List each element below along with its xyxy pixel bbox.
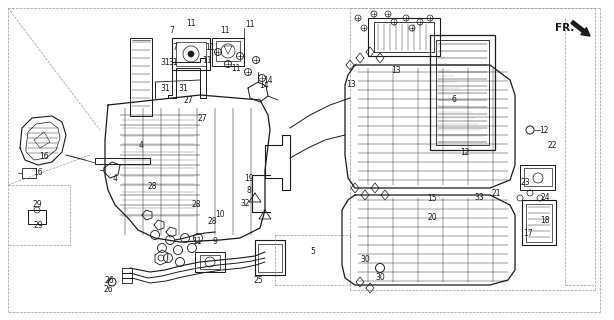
Text: 26: 26 bbox=[103, 285, 113, 294]
Text: 4: 4 bbox=[139, 141, 144, 150]
Text: 14: 14 bbox=[263, 76, 273, 84]
Bar bbox=[122, 278, 132, 283]
Text: 12: 12 bbox=[460, 148, 470, 156]
Text: 28: 28 bbox=[147, 182, 157, 191]
Text: 32: 32 bbox=[241, 199, 251, 208]
Text: 11: 11 bbox=[205, 43, 215, 52]
Bar bbox=[200, 255, 220, 269]
Bar bbox=[258, 244, 282, 272]
Bar bbox=[176, 42, 206, 66]
Text: 8: 8 bbox=[246, 186, 251, 195]
FancyArrow shape bbox=[571, 20, 590, 36]
Text: 19: 19 bbox=[244, 174, 254, 183]
Text: 31: 31 bbox=[160, 58, 170, 67]
Bar bbox=[28, 210, 46, 224]
Bar bbox=[212, 38, 244, 66]
Text: 21: 21 bbox=[491, 189, 501, 198]
Bar bbox=[95, 158, 150, 164]
Text: 30: 30 bbox=[375, 274, 385, 283]
Text: 12: 12 bbox=[539, 125, 549, 134]
Text: 30: 30 bbox=[360, 255, 370, 264]
Bar bbox=[122, 268, 132, 273]
Text: 15: 15 bbox=[427, 194, 437, 203]
Text: 23: 23 bbox=[520, 178, 530, 187]
Bar bbox=[172, 38, 210, 70]
Text: FR.: FR. bbox=[555, 23, 574, 33]
Bar bbox=[255, 240, 285, 275]
Text: 27: 27 bbox=[198, 114, 208, 123]
Bar bbox=[216, 41, 240, 61]
Text: 29: 29 bbox=[32, 200, 42, 209]
Text: 31: 31 bbox=[160, 84, 170, 92]
Text: 25: 25 bbox=[253, 276, 263, 285]
Text: 29: 29 bbox=[33, 220, 43, 229]
Text: 9: 9 bbox=[212, 237, 217, 246]
Bar bbox=[522, 200, 556, 245]
Text: 17: 17 bbox=[523, 229, 533, 238]
Text: 13: 13 bbox=[346, 80, 356, 89]
Bar bbox=[526, 204, 552, 242]
Bar bbox=[368, 18, 440, 56]
Bar bbox=[195, 252, 225, 272]
Text: 11: 11 bbox=[220, 26, 230, 35]
Bar bbox=[520, 165, 555, 190]
Text: 13: 13 bbox=[391, 66, 401, 75]
Bar bbox=[430, 35, 495, 150]
Text: 22: 22 bbox=[548, 141, 558, 150]
Text: 20: 20 bbox=[427, 213, 437, 222]
Text: 18: 18 bbox=[540, 216, 550, 225]
Bar bbox=[436, 40, 489, 145]
Text: 28: 28 bbox=[207, 217, 217, 226]
Bar bbox=[524, 168, 552, 186]
Text: 27: 27 bbox=[183, 95, 193, 105]
Text: 11: 11 bbox=[192, 237, 201, 246]
Bar bbox=[374, 22, 434, 52]
Circle shape bbox=[188, 51, 194, 57]
Text: 31: 31 bbox=[168, 58, 178, 67]
Text: 26: 26 bbox=[104, 276, 114, 285]
Bar bbox=[122, 273, 132, 278]
Text: 11: 11 bbox=[186, 19, 196, 28]
Text: 10: 10 bbox=[215, 210, 225, 219]
Text: 11: 11 bbox=[202, 55, 212, 65]
Text: 14: 14 bbox=[259, 81, 269, 90]
Bar bbox=[130, 38, 152, 116]
Text: 16: 16 bbox=[33, 167, 43, 177]
Text: 7: 7 bbox=[169, 26, 174, 35]
Text: 7: 7 bbox=[173, 43, 177, 52]
Text: 11: 11 bbox=[245, 20, 255, 28]
Text: 24: 24 bbox=[540, 193, 550, 202]
Text: 33: 33 bbox=[474, 193, 484, 202]
Text: 28: 28 bbox=[192, 200, 201, 209]
Bar bbox=[22, 168, 36, 178]
Text: 31: 31 bbox=[178, 84, 188, 93]
Text: 16: 16 bbox=[39, 152, 49, 161]
Text: 6: 6 bbox=[452, 95, 457, 104]
Text: 5: 5 bbox=[311, 247, 316, 256]
Text: 4: 4 bbox=[112, 173, 117, 182]
Text: 11: 11 bbox=[231, 63, 241, 73]
